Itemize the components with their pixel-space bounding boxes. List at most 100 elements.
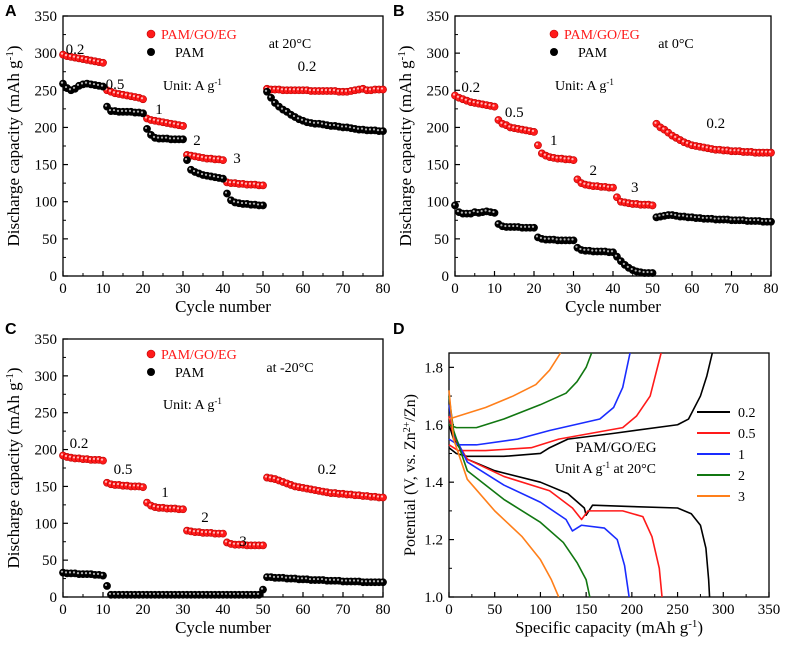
- discharge-curve: [448, 404, 630, 598]
- data-point-highlight: [120, 92, 124, 95]
- data-point-highlight: [666, 212, 669, 216]
- data-point: [179, 122, 187, 130]
- y-axis-title: Discharge capacity (mAh g-1): [4, 368, 23, 569]
- data-point-highlight: [524, 128, 527, 131]
- data-point-highlight: [308, 88, 312, 92]
- data-point-highlight: [176, 137, 180, 140]
- series-pam: [59, 568, 387, 599]
- data-point-highlight: [212, 175, 216, 178]
- temperature-label: at 0°C: [658, 37, 694, 52]
- charge-curve: [448, 352, 562, 420]
- data-point-highlight: [148, 503, 152, 506]
- x-tick-label: 70: [336, 602, 351, 618]
- data-point-highlight: [599, 184, 602, 187]
- data-point-highlight: [256, 183, 260, 186]
- plot-frame: [62, 15, 384, 277]
- data-point-highlight: [220, 158, 224, 161]
- data-point-highlight: [312, 88, 316, 92]
- data-point-highlight: [164, 136, 168, 139]
- data-point-highlight: [348, 126, 352, 129]
- data-point-highlight: [120, 483, 124, 486]
- data-point: [223, 189, 231, 198]
- data-point-highlight: [603, 249, 606, 252]
- data-point-highlight: [376, 129, 380, 132]
- data-point-highlight: [148, 592, 152, 595]
- data-point-highlight: [364, 580, 368, 583]
- data-point-highlight: [196, 592, 200, 595]
- data-point-highlight: [729, 218, 732, 221]
- data-point: [530, 127, 538, 136]
- data-point-highlight: [360, 86, 364, 89]
- data-point-highlight: [725, 148, 728, 151]
- data-point-highlight: [626, 265, 629, 268]
- data-point-highlight: [248, 202, 252, 205]
- data-point: [219, 174, 227, 183]
- data-point-highlight: [144, 500, 148, 503]
- data-point-highlight: [64, 454, 68, 458]
- data-point-highlight: [761, 150, 764, 153]
- data-point-highlight: [252, 592, 256, 595]
- data-point-highlight: [80, 82, 84, 85]
- data-point-highlight: [128, 592, 132, 595]
- data-point-highlight: [256, 592, 260, 595]
- data-point-highlight: [304, 577, 308, 580]
- data-point-highlight: [176, 123, 180, 126]
- data-point-highlight: [84, 572, 88, 575]
- data-point-highlight: [733, 218, 736, 221]
- data-point-highlight: [164, 506, 168, 509]
- data-point-highlight: [212, 592, 216, 595]
- x-tick-label: 10: [96, 602, 111, 618]
- data-point-highlight: [713, 217, 716, 220]
- data-point-highlight: [380, 580, 384, 583]
- data-point-highlight: [176, 507, 180, 510]
- data-point-highlight: [96, 83, 100, 86]
- data-point-highlight: [156, 592, 160, 595]
- data-point-highlight: [60, 81, 64, 84]
- data-point-highlight: [452, 93, 456, 96]
- charge-curve: [448, 352, 593, 429]
- y-tick-label: 150: [35, 479, 58, 495]
- data-point-highlight: [80, 56, 84, 60]
- data-point-highlight: [340, 125, 344, 128]
- data-point: [179, 505, 187, 514]
- y-tick-label: 150: [35, 158, 58, 174]
- rate-label: 3: [239, 534, 247, 550]
- x-tick-label: 150: [575, 602, 598, 618]
- data-point-highlight: [670, 133, 673, 136]
- data-point-highlight: [697, 144, 701, 147]
- data-point-highlight: [92, 572, 96, 575]
- data-point-highlight: [599, 249, 602, 252]
- data-point-highlight: [539, 151, 543, 154]
- data-point-highlight: [650, 270, 653, 274]
- y-tick-label: 250: [427, 83, 450, 99]
- data-point-highlight: [132, 110, 136, 113]
- discharge-curve: [448, 415, 663, 598]
- data-point-highlight: [567, 238, 570, 241]
- data-point-highlight: [248, 592, 252, 595]
- data-point-highlight: [144, 126, 148, 130]
- data-point-highlight: [264, 89, 268, 92]
- data-point-highlight: [336, 89, 340, 92]
- data-point-highlight: [741, 218, 744, 221]
- legend-label: 1: [738, 448, 745, 463]
- x-tick-label: 20: [527, 281, 542, 297]
- data-point-highlight: [272, 87, 276, 90]
- x-tick-label: 30: [176, 281, 191, 297]
- data-point-highlight: [128, 109, 132, 112]
- series-pam-go-eg: [59, 50, 387, 190]
- data-point-highlight: [132, 94, 136, 98]
- data-point-highlight: [184, 592, 188, 595]
- data-point-highlight: [488, 210, 491, 213]
- data-point-highlight: [60, 52, 64, 55]
- data-point-highlight: [224, 191, 228, 194]
- data-point-highlight: [116, 592, 120, 595]
- data-point-highlight: [184, 152, 188, 156]
- x-tick-label: 200: [621, 602, 644, 618]
- data-point-highlight: [244, 543, 248, 546]
- x-tick-label: 10: [96, 281, 111, 297]
- data-point-highlight: [268, 95, 272, 98]
- rate-label: 1: [155, 102, 163, 118]
- y-tick-label: 1.4: [424, 475, 443, 491]
- data-point-highlight: [460, 97, 463, 100]
- data-point-highlight: [658, 214, 661, 217]
